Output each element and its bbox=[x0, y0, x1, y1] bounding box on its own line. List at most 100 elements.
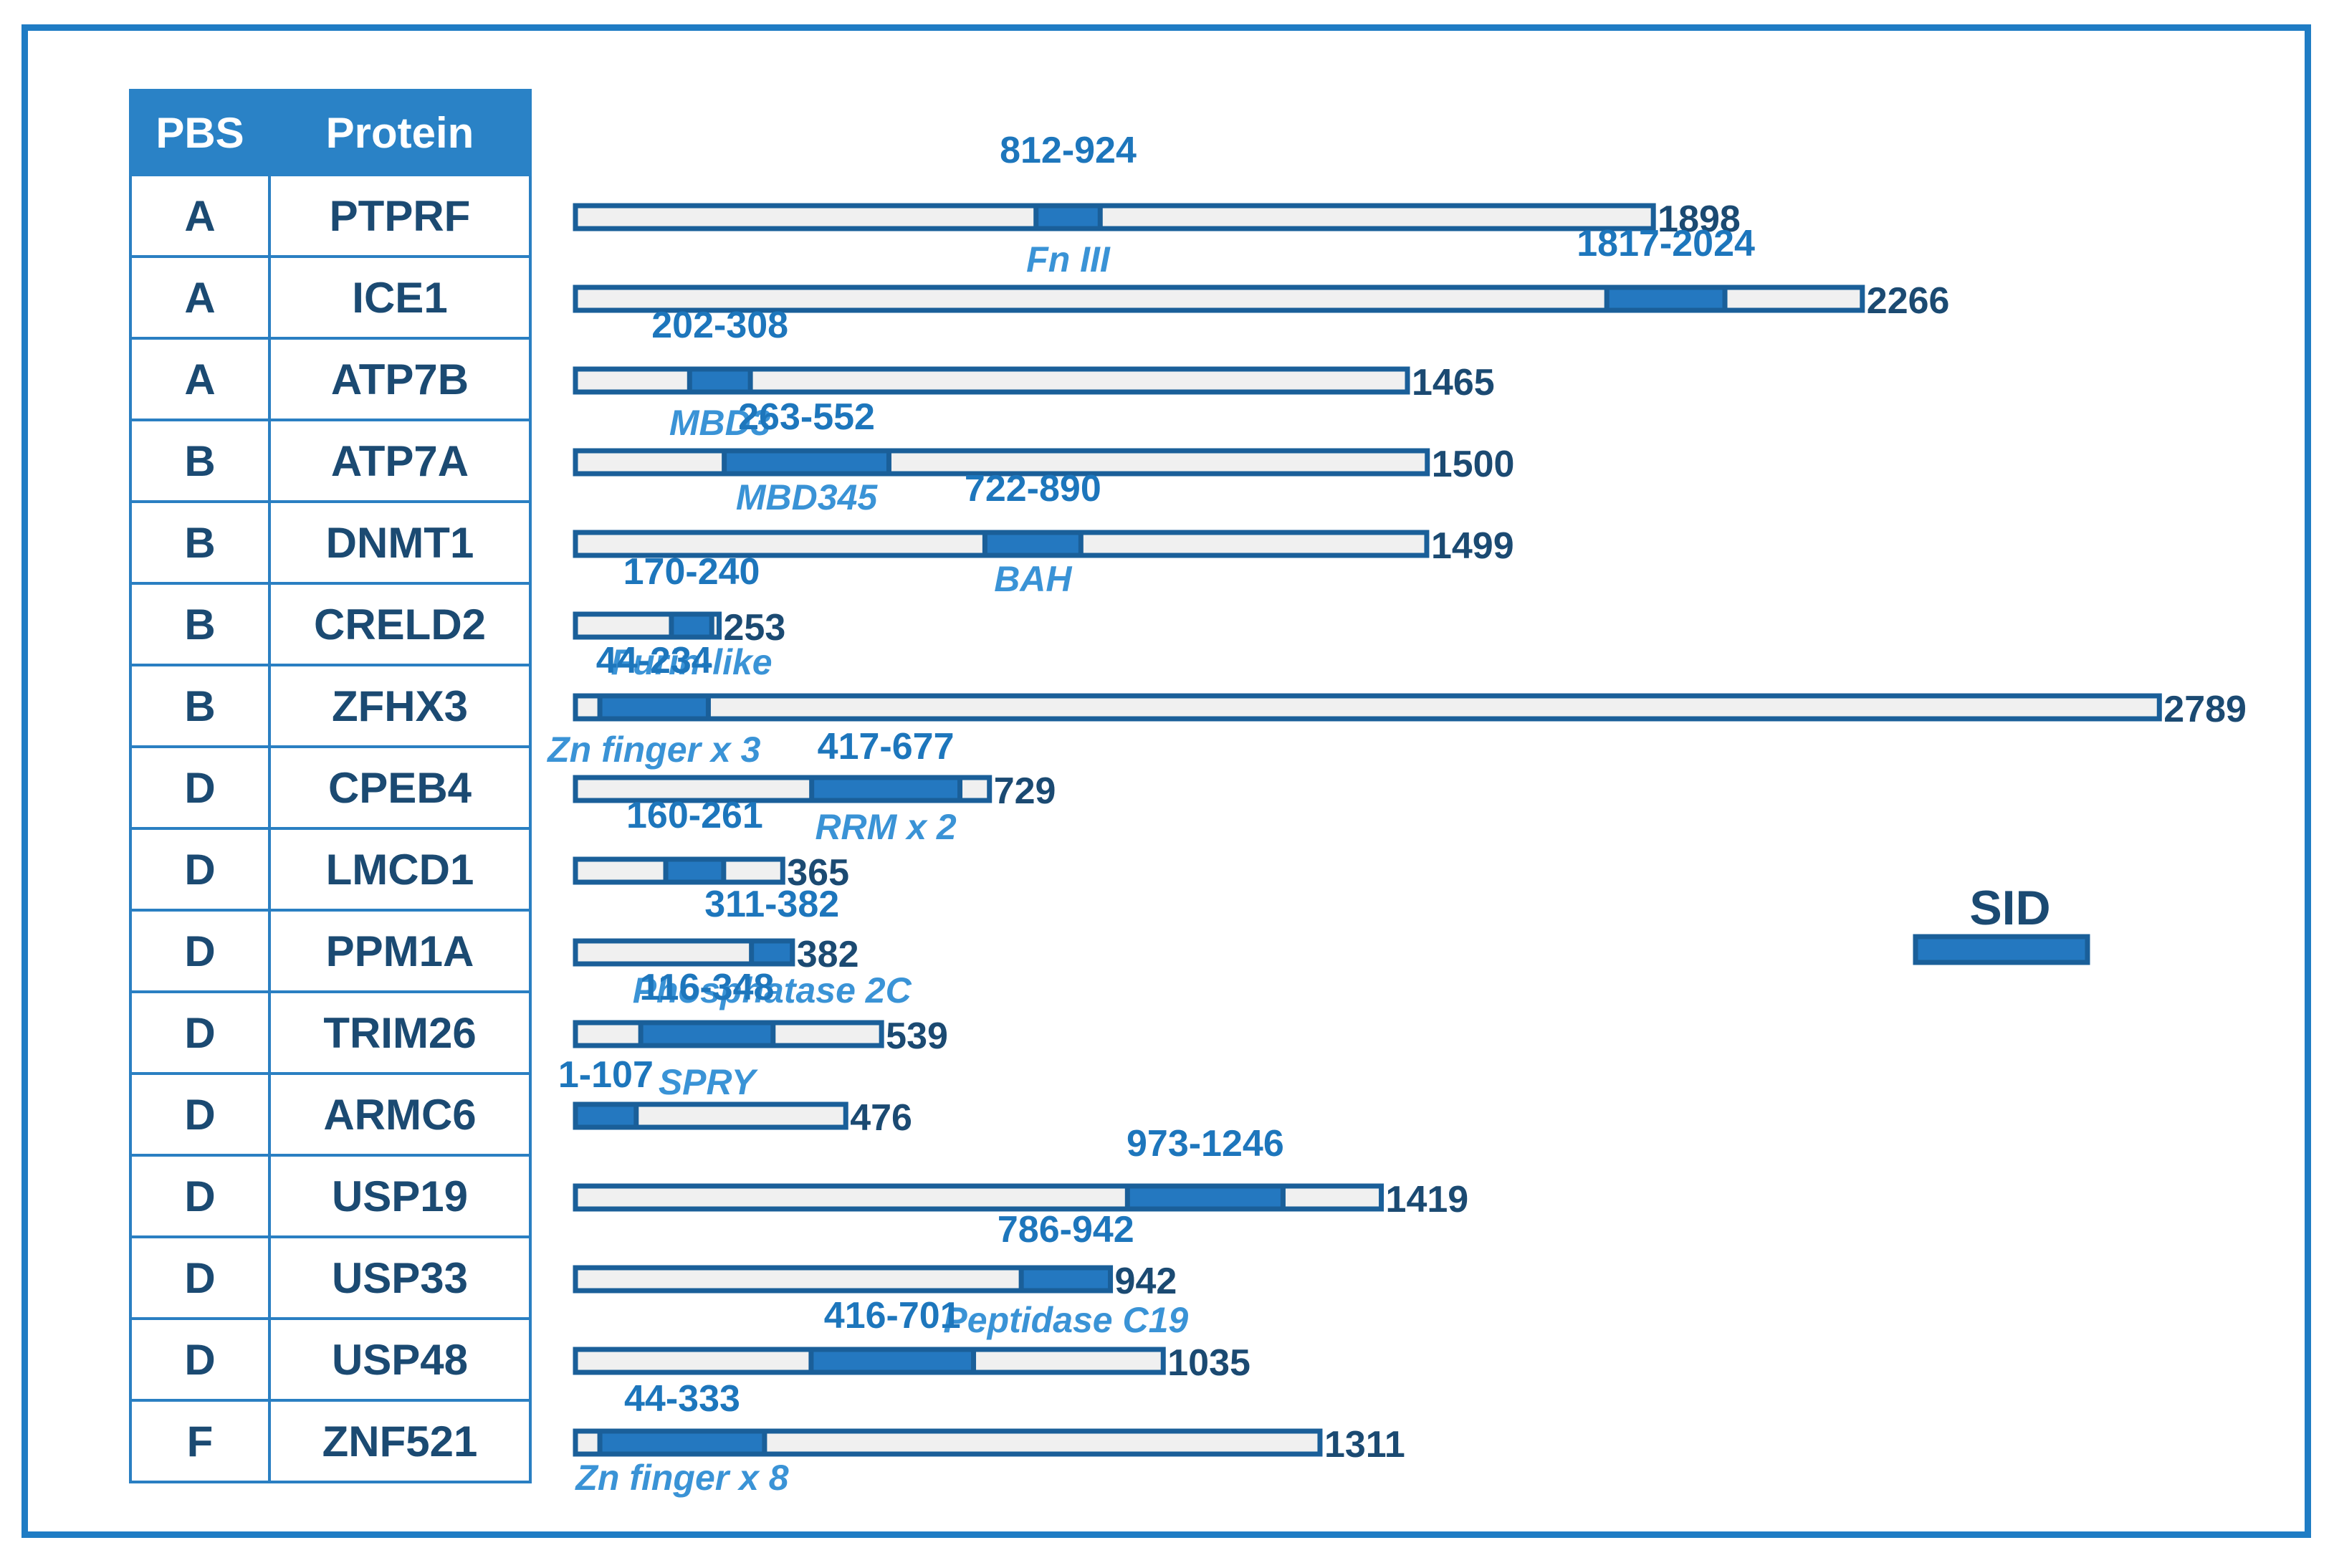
protein-length-label: 382 bbox=[797, 934, 859, 975]
sid-range-label: 417-677 bbox=[818, 726, 955, 768]
sid-range-label: 202-308 bbox=[651, 305, 788, 346]
table-row: B CRELD2 bbox=[129, 582, 532, 666]
sid-segment bbox=[638, 1020, 776, 1048]
table-row: D TRIM26 bbox=[129, 990, 532, 1075]
protein-length-label: 1419 bbox=[1386, 1179, 1469, 1220]
protein-name-cell: USP33 bbox=[268, 1235, 532, 1320]
domain-name-label: Zn finger x 3 bbox=[546, 730, 760, 770]
pbs-cell: A bbox=[129, 173, 271, 258]
protein-row-atp7a: 263-552 1500 MBD345 bbox=[573, 396, 1514, 517]
pbs-cell: B bbox=[129, 419, 271, 503]
table-row: D USP19 bbox=[129, 1154, 532, 1238]
protein-name-cell: CPEB4 bbox=[268, 745, 532, 830]
sid-segment bbox=[809, 775, 963, 803]
protein-column-header: Protein bbox=[268, 89, 532, 176]
sid-range-label: 160-261 bbox=[626, 795, 763, 836]
protein-length-label: 1311 bbox=[1324, 1424, 1405, 1466]
domain-name-label: BAH bbox=[994, 559, 1072, 599]
domain-name-label: MBD345 bbox=[736, 477, 878, 517]
domain-name-label: SPRY bbox=[659, 1062, 759, 1102]
protein-length-label: 1035 bbox=[1167, 1342, 1250, 1384]
protein-row-ice1: 1817-2024 2266 bbox=[573, 223, 1950, 322]
table-row: D LMCD1 bbox=[129, 827, 532, 912]
domain-name-label: Phosphatase 2C bbox=[633, 970, 912, 1010]
protein-row-armc6: 1-107 476 bbox=[558, 1054, 912, 1139]
pbs-cell: A bbox=[129, 337, 271, 421]
sid-range-label: 973-1246 bbox=[1127, 1123, 1284, 1165]
protein-length-label: 539 bbox=[886, 1015, 948, 1057]
domain-name-label: MBD3 bbox=[669, 403, 771, 443]
domain-name-label: Fn III bbox=[1026, 239, 1111, 279]
sid-range-label: 786-942 bbox=[998, 1209, 1134, 1251]
protein-name-cell: PTPRF bbox=[268, 173, 532, 258]
table-row: B DNMT1 bbox=[129, 500, 532, 585]
table-row: A ATP7B bbox=[129, 337, 532, 421]
pbs-cell: D bbox=[129, 1317, 271, 1402]
table-header-row: PBS Protein bbox=[129, 89, 532, 176]
protein-row-znf521: 44-333 1311 Zn finger x 8 bbox=[573, 1378, 1405, 1498]
sid-segment bbox=[1018, 1265, 1114, 1294]
protein-bar bbox=[573, 693, 2162, 722]
sid-segment bbox=[1033, 203, 1103, 231]
protein-name-cell: ATP7A bbox=[268, 419, 532, 503]
protein-name-cell: PPM1A bbox=[268, 909, 532, 993]
sid-segment bbox=[597, 693, 711, 722]
protein-length-label: 1465 bbox=[1412, 362, 1495, 403]
sid-legend: SID bbox=[1913, 881, 2090, 965]
pbs-cell: D bbox=[129, 1154, 271, 1238]
sid-range-label: 116-348 bbox=[639, 967, 774, 1008]
sid-range-label: 722-890 bbox=[965, 468, 1101, 510]
protein-name-cell: DNMT1 bbox=[268, 500, 532, 585]
sid-range-label: 416-701 bbox=[824, 1295, 961, 1337]
sid-segment bbox=[982, 530, 1084, 558]
sid-legend-swatch bbox=[1913, 934, 2090, 965]
protein-row-usp19: 973-1246 1419 bbox=[573, 1123, 1469, 1220]
sid-segment bbox=[573, 1101, 639, 1130]
protein-row-trim26: 116-348 539 SPRY bbox=[573, 967, 948, 1102]
protein-row-usp48: 416-701 1035 bbox=[573, 1295, 1250, 1384]
protein-name-cell: ARMC6 bbox=[268, 1072, 532, 1157]
protein-row-atp7b: 202-308 1465 MBD3 bbox=[573, 305, 1495, 443]
table-row: D PPM1A bbox=[129, 909, 532, 993]
sid-range-label: 1-107 bbox=[558, 1054, 654, 1096]
table-row: D ARMC6 bbox=[129, 1072, 532, 1157]
pbs-cell: B bbox=[129, 664, 271, 748]
pbs-column-header: PBS bbox=[129, 89, 271, 176]
table-row: D CPEB4 bbox=[129, 745, 532, 830]
protein-row-cpeb4: 417-677 729 RRM x 2 bbox=[573, 726, 1056, 847]
protein-name-cell: LMCD1 bbox=[268, 827, 532, 912]
protein-name-cell: CRELD2 bbox=[268, 582, 532, 666]
domain-name-label: RRM x 2 bbox=[815, 807, 956, 847]
pbs-cell: A bbox=[129, 255, 271, 340]
protein-name-cell: ICE1 bbox=[268, 255, 532, 340]
pbs-cell: D bbox=[129, 827, 271, 912]
sid-range-label: 170-240 bbox=[623, 551, 760, 593]
sid-range-label: 44-333 bbox=[624, 1378, 740, 1420]
pbs-protein-table: PBS Protein A PTPRF A ICE1 A ATP7B B ATP7A B DNMT… bbox=[129, 89, 532, 1483]
protein-row-lmcd1: 160-261 365 bbox=[573, 795, 849, 894]
domain-name-label: Furin-like bbox=[611, 642, 773, 682]
protein-name-cell: USP19 bbox=[268, 1154, 532, 1238]
protein-name-cell: ATP7B bbox=[268, 337, 532, 421]
pbs-cell: B bbox=[129, 582, 271, 666]
sid-segment bbox=[597, 1428, 767, 1457]
sid-segment bbox=[687, 366, 753, 395]
protein-length-label: 253 bbox=[724, 607, 786, 649]
protein-row-dnmt1: 722-890 1499 BAH bbox=[573, 468, 1514, 599]
protein-name-cell: USP48 bbox=[268, 1317, 532, 1402]
protein-row-ptprf: 812-924 1898 Fn III bbox=[573, 130, 1741, 279]
pbs-cell: F bbox=[129, 1399, 271, 1483]
pbs-cell: D bbox=[129, 909, 271, 993]
sid-segment bbox=[1604, 285, 1728, 313]
sid-segment bbox=[722, 448, 891, 477]
sid-range-label: 263-552 bbox=[738, 396, 875, 438]
sid-segment bbox=[669, 611, 714, 640]
figure-frame bbox=[21, 24, 2311, 1538]
sid-segment bbox=[808, 1347, 977, 1375]
pbs-cell: D bbox=[129, 1072, 271, 1157]
protein-length-label: 2266 bbox=[1867, 280, 1950, 322]
pbs-cell: D bbox=[129, 1235, 271, 1320]
